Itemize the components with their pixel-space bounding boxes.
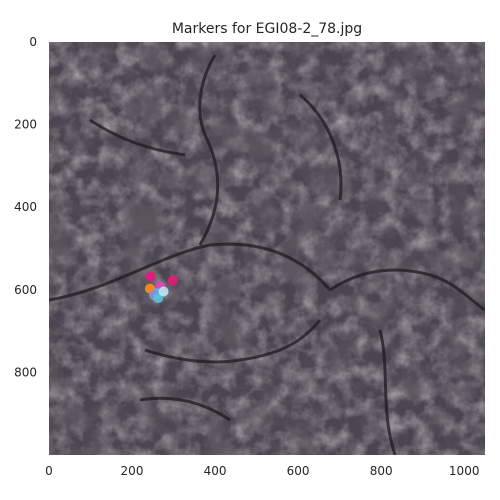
rock-cracks <box>49 54 485 455</box>
x-axis-ticks: 0 200 400 600 800 1000 <box>45 464 479 478</box>
y-axis-ticks: 0 200 400 600 800 <box>14 35 37 379</box>
y-tick-label: 600 <box>14 283 37 297</box>
marker-point <box>153 293 164 304</box>
x-tick-label: 1000 <box>449 464 480 478</box>
x-tick-label: 0 <box>45 464 53 478</box>
y-tick-label: 0 <box>29 35 37 49</box>
x-tick-label: 200 <box>121 464 144 478</box>
y-tick-label: 200 <box>14 118 37 132</box>
marker-layer <box>144 271 178 304</box>
y-tick-label: 800 <box>14 365 37 379</box>
marker-point <box>167 275 178 286</box>
chart-title: Markers for EGI08-2_78.jpg <box>172 21 362 37</box>
marker-point <box>145 271 156 282</box>
y-tick-label: 400 <box>14 200 37 214</box>
plot-area <box>49 42 485 455</box>
x-tick-label: 600 <box>287 464 310 478</box>
x-tick-label: 400 <box>204 464 227 478</box>
marker-point <box>158 286 169 297</box>
x-tick-label: 800 <box>370 464 393 478</box>
